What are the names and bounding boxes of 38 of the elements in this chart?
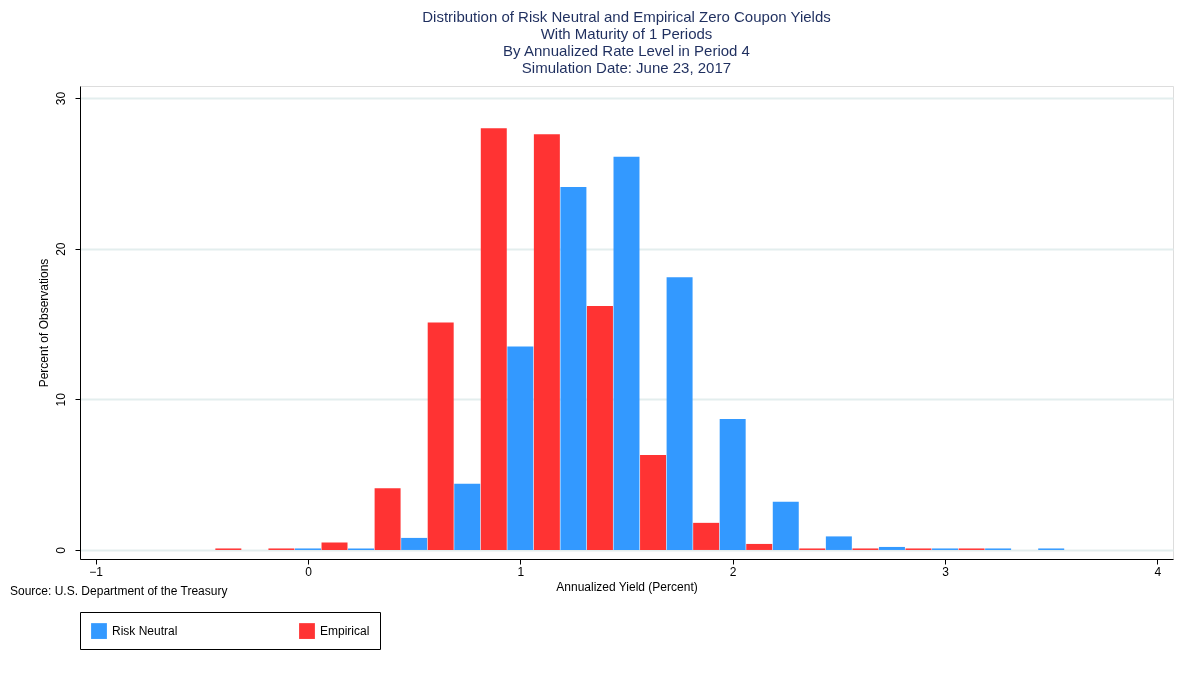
- bar: [825, 536, 852, 550]
- bar: [746, 543, 773, 550]
- bar: [533, 134, 560, 550]
- x-tick-label: 4: [1154, 564, 1162, 579]
- bar: [719, 418, 746, 550]
- bar: [374, 488, 401, 550]
- text: With Maturity of 1 Periods: [540, 25, 713, 42]
- x-tick-label: 1: [517, 564, 525, 579]
- y-axis-title: Percent of Observations: [36, 258, 51, 388]
- bar: [640, 455, 667, 550]
- bar: [454, 483, 481, 550]
- bar: [480, 128, 507, 550]
- y-tick-label: 20: [53, 242, 68, 256]
- y-tick-label: 10: [53, 392, 68, 407]
- legend-label: Empirical: [320, 624, 370, 639]
- x-tick-label: −1: [89, 564, 104, 579]
- bar: [427, 322, 454, 550]
- bar: [507, 346, 534, 550]
- text: Simulation Date: June 23, 2017: [521, 59, 732, 76]
- bar: [586, 305, 613, 550]
- x-tick-label: 0: [305, 564, 313, 579]
- y-tick-label: 30: [53, 91, 68, 106]
- bar: [666, 277, 693, 550]
- y-tick-label: 0: [53, 546, 68, 554]
- legend-label: Risk Neutral: [112, 624, 178, 639]
- bar: [401, 537, 428, 550]
- bar: [321, 542, 348, 550]
- x-tick-label: 3: [942, 564, 950, 579]
- bar: [613, 156, 640, 550]
- text: Distribution of Risk Neutral and Empirical Zero Coupon Yields: [422, 8, 831, 25]
- x-axis-title: Annualized Yield (Percent): [556, 579, 698, 594]
- source-note: Source: U.S. Department of the Treasury: [10, 584, 228, 598]
- bar: [772, 501, 799, 550]
- bar: [693, 522, 720, 550]
- bar: [878, 546, 905, 550]
- text: By Annualized Rate Level in Period 4: [503, 42, 750, 59]
- x-tick-label: 2: [729, 564, 737, 579]
- bar: [560, 186, 587, 550]
